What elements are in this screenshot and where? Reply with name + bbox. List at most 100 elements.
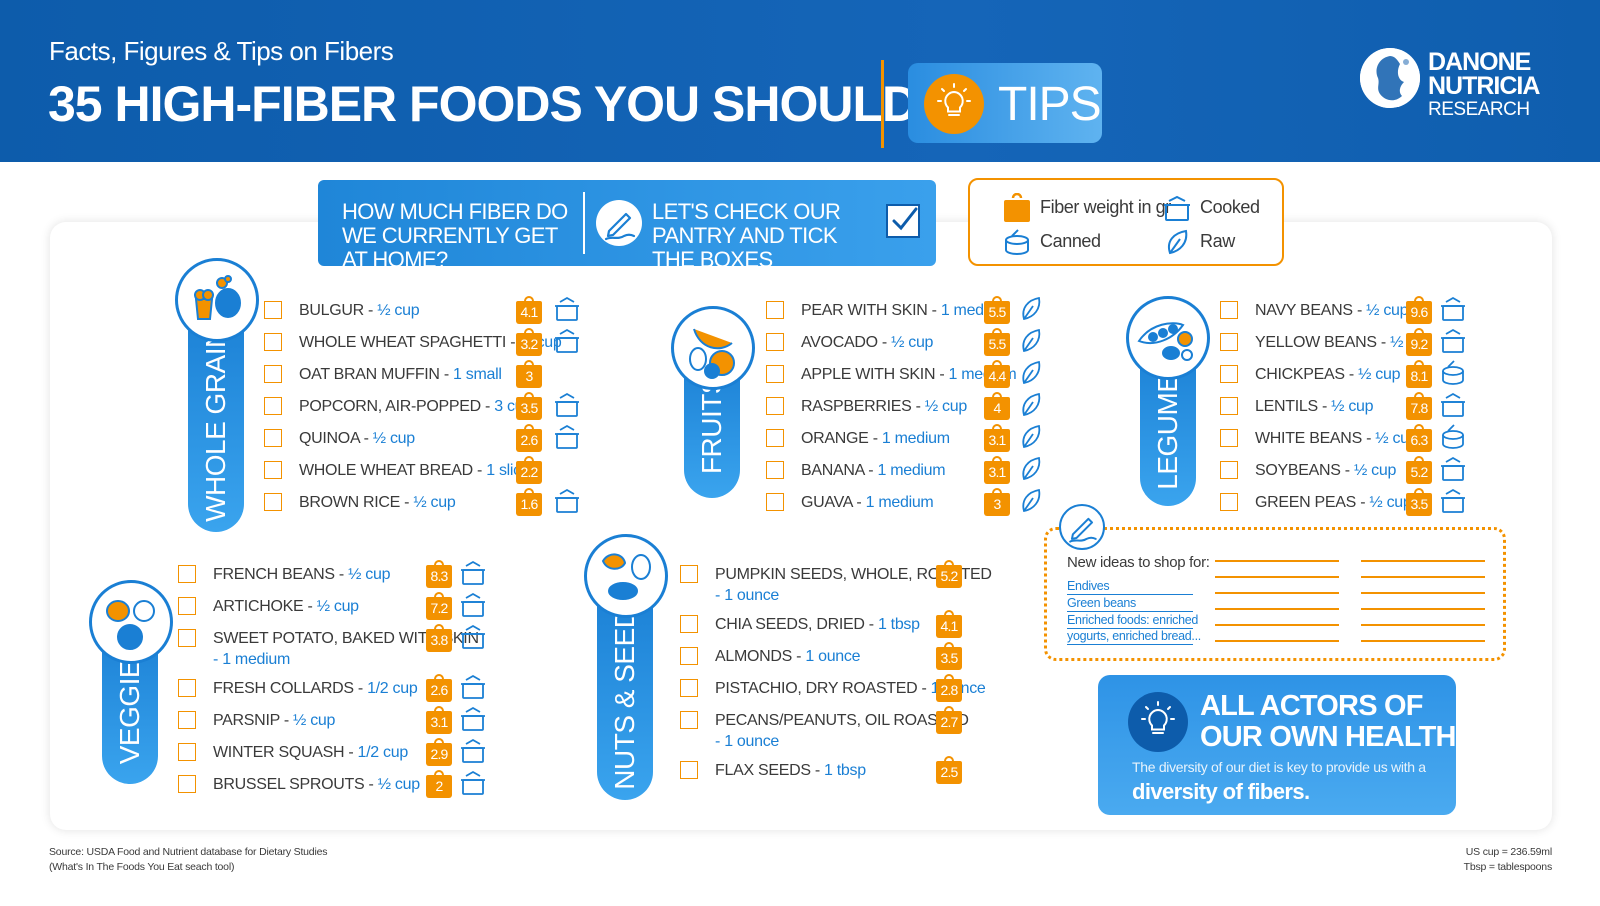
food-checkbox[interactable] [178,597,196,615]
lightbulb-icon [924,74,984,134]
fiber-grams: 5.5 [988,336,1006,352]
write-line[interactable] [1215,576,1339,578]
write-line[interactable] [1361,592,1485,594]
food-name: WHITE BEANS [1255,430,1362,447]
write-line[interactable] [1361,608,1485,610]
fiber-grams: 2.8 [940,682,958,698]
food-item: PARSNIP - ½ cup 3.1 [178,706,486,734]
write-line[interactable] [1215,624,1339,626]
fiber-weight-badge: 3.1 [984,456,1010,484]
food-checkbox[interactable] [264,429,282,447]
food-checkbox[interactable] [178,679,196,697]
food-checkbox[interactable] [680,565,698,583]
food-name: YELLOW BEANS [1255,334,1377,351]
food-label: ALMONDS - 1 ounce [715,648,861,665]
food-quantity: ½ cup [891,334,934,351]
cooking-pot-icon [1440,486,1466,514]
food-checkbox[interactable] [178,743,196,761]
food-name: QUINOA [299,430,360,447]
food-label: NAVY BEANS - ½ cup [1255,302,1409,319]
food-checkbox[interactable] [264,301,282,319]
fiber-weight-badge: 3.1 [984,424,1010,452]
food-checkbox[interactable] [680,761,698,779]
write-line[interactable] [1215,640,1339,642]
food-checkbox[interactable] [766,397,784,415]
food-checkbox[interactable] [178,565,196,583]
fiber-grams: 4.1 [940,618,958,634]
write-line[interactable] [1361,640,1485,642]
write-line[interactable] [1361,560,1485,562]
food-checkbox[interactable] [1220,333,1238,351]
food-checkbox[interactable] [1220,429,1238,447]
fiber-grams: 3.1 [988,464,1006,480]
food-checkbox[interactable] [766,365,784,383]
fiber-weight-badge: 3.2 [516,328,542,356]
food-label: PUMPKIN SEEDS, WHOLE, ROASTED [715,565,992,585]
write-line[interactable] [1215,592,1339,594]
food-quantity: ½ cup [316,598,359,615]
food-label: SWEET POTATO, BAKED WITH SKIN [213,629,479,649]
write-line[interactable] [1215,608,1339,610]
food-quantity: ½ cup [372,430,415,447]
food-checkbox[interactable] [264,461,282,479]
food-label: OAT BRAN MUFFIN - 1 small [299,366,502,383]
food-checkbox[interactable] [178,775,196,793]
legend-canned-label: Canned [1040,231,1101,251]
write-line[interactable] [1361,624,1485,626]
food-quantity: 1/2 cup [357,744,409,761]
fiber-weight-badge: 7.8 [1406,392,1432,420]
food-item: WINTER SQUASH - 1/2 cup 2.9 [178,738,486,766]
food-checkbox[interactable] [766,301,784,319]
food-checkbox[interactable] [264,365,282,383]
food-checkbox[interactable] [264,493,282,511]
fiber-grams: 5.5 [988,304,1006,320]
food-name: SWEET POTATO, BAKED WITH SKIN [213,630,479,647]
fiber-weight-badge: 3 [516,360,542,388]
fiber-grams: 8.1 [1410,368,1428,384]
food-item: SWEET POTATO, BAKED WITH SKIN - 1 medium 3… [178,624,486,668]
fruits-icon [671,306,755,390]
food-checkbox[interactable] [264,333,282,351]
food-checkbox[interactable] [680,679,698,697]
weight-icon [1002,192,1032,223]
veggies-icon [89,580,173,664]
food-name: WINTER SQUASH [213,744,345,761]
write-line[interactable] [1215,560,1339,562]
food-checkbox[interactable] [766,429,784,447]
idea-example: Green beans [1067,596,1193,612]
food-checkbox[interactable] [178,711,196,729]
write-line[interactable] [1361,576,1485,578]
food-checkbox[interactable] [1220,301,1238,319]
food-checkbox[interactable] [1220,461,1238,479]
food-checkbox[interactable] [264,397,282,415]
food-item: POPCORN, AIR-POPPED - 3 cups3.5 [264,392,579,420]
food-checkbox[interactable] [1220,397,1238,415]
fiber-grams: 7.2 [430,600,448,616]
food-name: BULGUR [299,302,364,319]
fiber-weight-badge: 3.5 [516,392,542,420]
food-checkbox[interactable] [766,461,784,479]
food-quantity: ½ cup [348,566,391,583]
food-checkbox[interactable] [1220,493,1238,511]
food-quantity: 1 medium [877,462,946,479]
fiber-grams: 3.8 [430,632,448,648]
food-item: BROWN RICE - ½ cup 1.6 [264,488,579,516]
food-checkbox[interactable] [680,615,698,633]
cooking-pot-icon [460,672,486,700]
cooking-pot-icon [554,422,580,450]
pantry-instruction: LET'S CHECK OUR PANTRY AND TICK THE BOXE… [652,199,841,272]
fiber-weight-badge: 3.8 [426,624,452,652]
food-checkbox[interactable] [1220,365,1238,383]
ideas-heading: New ideas to shop for: [1067,554,1210,571]
food-checkbox[interactable] [178,629,196,647]
food-checkbox[interactable] [766,333,784,351]
food-item: PUMPKIN SEEDS, WHOLE, ROASTED - 1 ounce 5.… [680,560,996,604]
food-checkbox[interactable] [766,493,784,511]
pen-icon [1059,504,1105,550]
food-label: PEAR WITH SKIN - 1 medium [801,302,1009,319]
fiber-weight-badge: 8.3 [426,560,452,588]
food-checkbox[interactable] [680,711,698,729]
leaf-icon [1018,390,1044,418]
food-checkbox[interactable] [680,647,698,665]
cooking-pot-icon [460,590,486,618]
